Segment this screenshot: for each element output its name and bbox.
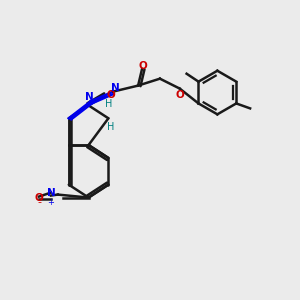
Text: O: O: [35, 193, 44, 202]
Text: N: N: [85, 92, 94, 103]
Text: O: O: [107, 89, 116, 100]
Text: +: +: [47, 198, 54, 207]
Text: O: O: [139, 61, 147, 71]
Text: H: H: [107, 122, 114, 132]
Text: O: O: [175, 89, 184, 100]
Text: -: -: [37, 197, 41, 208]
Text: H: H: [105, 99, 112, 110]
Text: N: N: [111, 82, 120, 93]
Text: N: N: [46, 188, 55, 198]
